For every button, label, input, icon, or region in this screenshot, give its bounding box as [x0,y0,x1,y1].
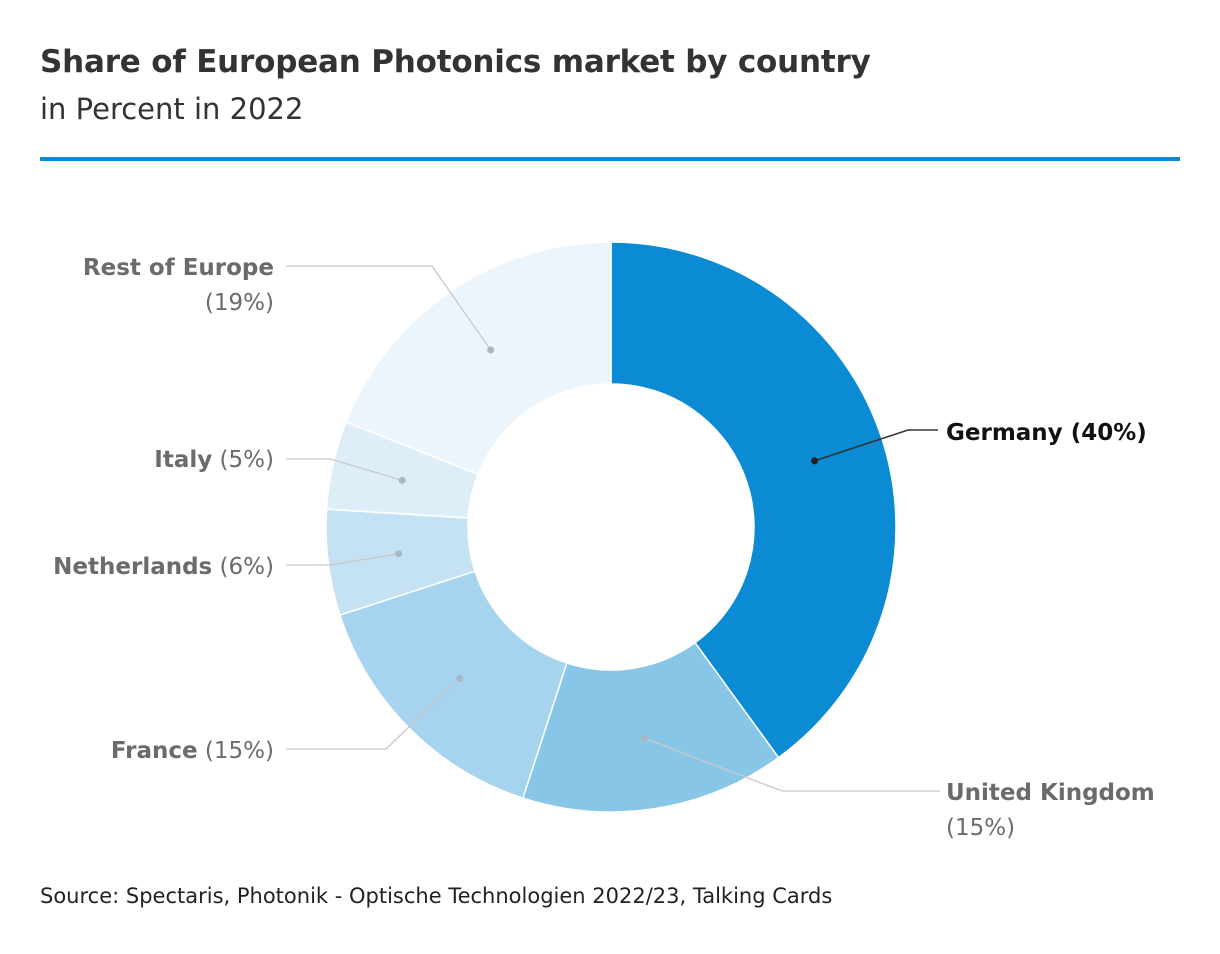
label-france: France (15%) [111,738,274,764]
label-value-netherlands: (6%) [212,554,274,580]
label-value-germany: (40%) [1063,420,1147,446]
leader-dot-united-kingdom [640,734,648,742]
leader-dot-netherlands [395,550,403,558]
label-value-rest-of-europe: (19%) [205,290,274,316]
label-name-germany: Germany [946,420,1063,446]
donut-slices [325,241,897,813]
slice-united-kingdom [521,641,780,813]
leader-dot-rest-of-europe [487,346,495,354]
label-netherlands: Netherlands (6%) [53,554,274,580]
slice-labels: Germany (40%)United Kingdom(15%)France (… [53,255,1155,841]
chart-subtitle: in Percent in 2022 [40,92,304,126]
leader-rest-of-europe [286,265,492,351]
label-name-netherlands: Netherlands [53,554,212,580]
label-value-italy: (5%) [212,447,274,473]
label-value-france: (15%) [198,738,274,764]
label-name-united-kingdom: United Kingdom [946,780,1155,806]
label-value-united-kingdom: (15%) [946,815,1015,841]
slice-rest-of-europe [345,241,612,476]
chart-title: Share of European Photonics market by co… [40,44,871,80]
leader-dot-italy [398,476,406,484]
source-note: Source: Spectaris, Photonik - Optische T… [40,884,833,908]
leader-germany [814,429,938,462]
leader-netherlands [286,553,399,566]
leader-dot-germany [811,457,819,465]
label-name-france: France [111,738,198,764]
leader-france [286,677,461,750]
leader-lines [286,265,940,792]
label-name-rest-of-europe: Rest of Europe [83,255,274,281]
label-name-italy: Italy [154,447,212,473]
leader-united-kingdom [644,737,940,792]
leader-dot-france [456,674,464,682]
slice-germany [610,241,897,759]
title-divider [40,157,1180,161]
label-italy: Italy (5%) [154,447,274,473]
label-germany: Germany (40%) [946,420,1147,446]
leader-italy [286,458,403,481]
